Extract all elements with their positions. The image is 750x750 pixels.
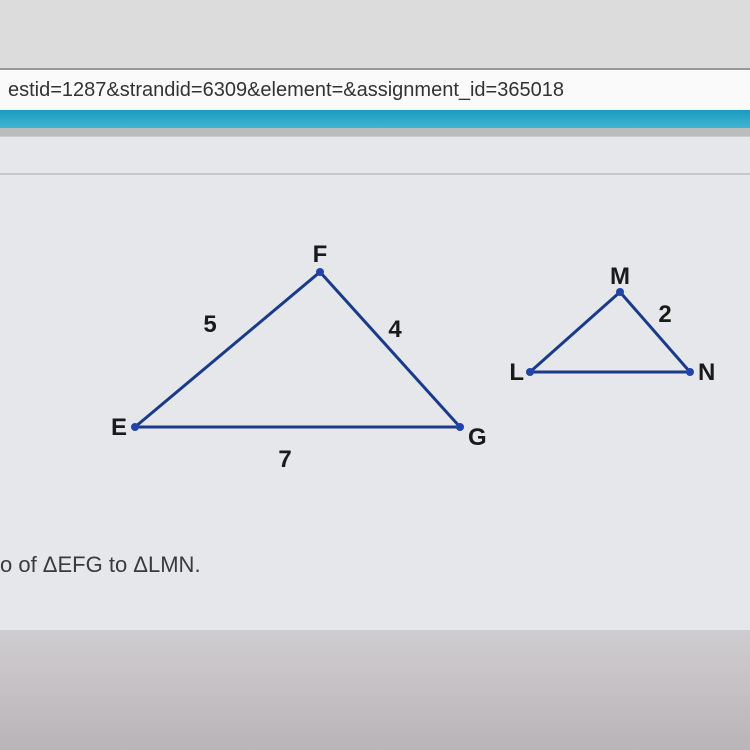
triangles-svg: E F G 5 4 7 L M N 2 — [0, 217, 750, 497]
divider-line — [0, 173, 750, 175]
label-E: E — [111, 414, 127, 441]
geometry-diagram: E F G 5 4 7 L M N 2 — [0, 217, 750, 497]
tab-bar — [0, 110, 750, 128]
label-N: N — [698, 359, 715, 386]
side-label-EG: 7 — [278, 446, 291, 473]
triangle-efg-shape — [135, 272, 460, 427]
question-text: o of ΔEFG to ΔLMN. — [0, 552, 201, 578]
vertex-N — [686, 368, 694, 376]
label-M: M — [610, 263, 630, 290]
label-F: F — [313, 241, 328, 268]
url-bar[interactable]: estid=1287&strandid=6309&element=&assign… — [0, 70, 750, 110]
triangle-lmn: L M N 2 — [509, 263, 715, 386]
triangle-efg: E F G 5 4 7 — [111, 241, 487, 473]
side-label-FG: 4 — [388, 316, 402, 343]
browser-chrome-top — [0, 0, 750, 70]
side-label-EF: 5 — [203, 311, 216, 338]
page-content: E F G 5 4 7 L M N 2 o of ΔEFG to ΔLMN. — [0, 136, 750, 696]
vertex-E — [131, 423, 139, 431]
label-L: L — [509, 359, 524, 386]
side-label-MN: 2 — [658, 301, 671, 328]
url-text: estid=1287&strandid=6309&element=&assign… — [8, 79, 564, 102]
vertex-F — [316, 268, 324, 276]
label-G: G — [468, 424, 487, 451]
toolbar-strip — [0, 128, 750, 136]
bottom-gradient — [0, 630, 750, 750]
vertex-G — [456, 423, 464, 431]
vertex-L — [526, 368, 534, 376]
